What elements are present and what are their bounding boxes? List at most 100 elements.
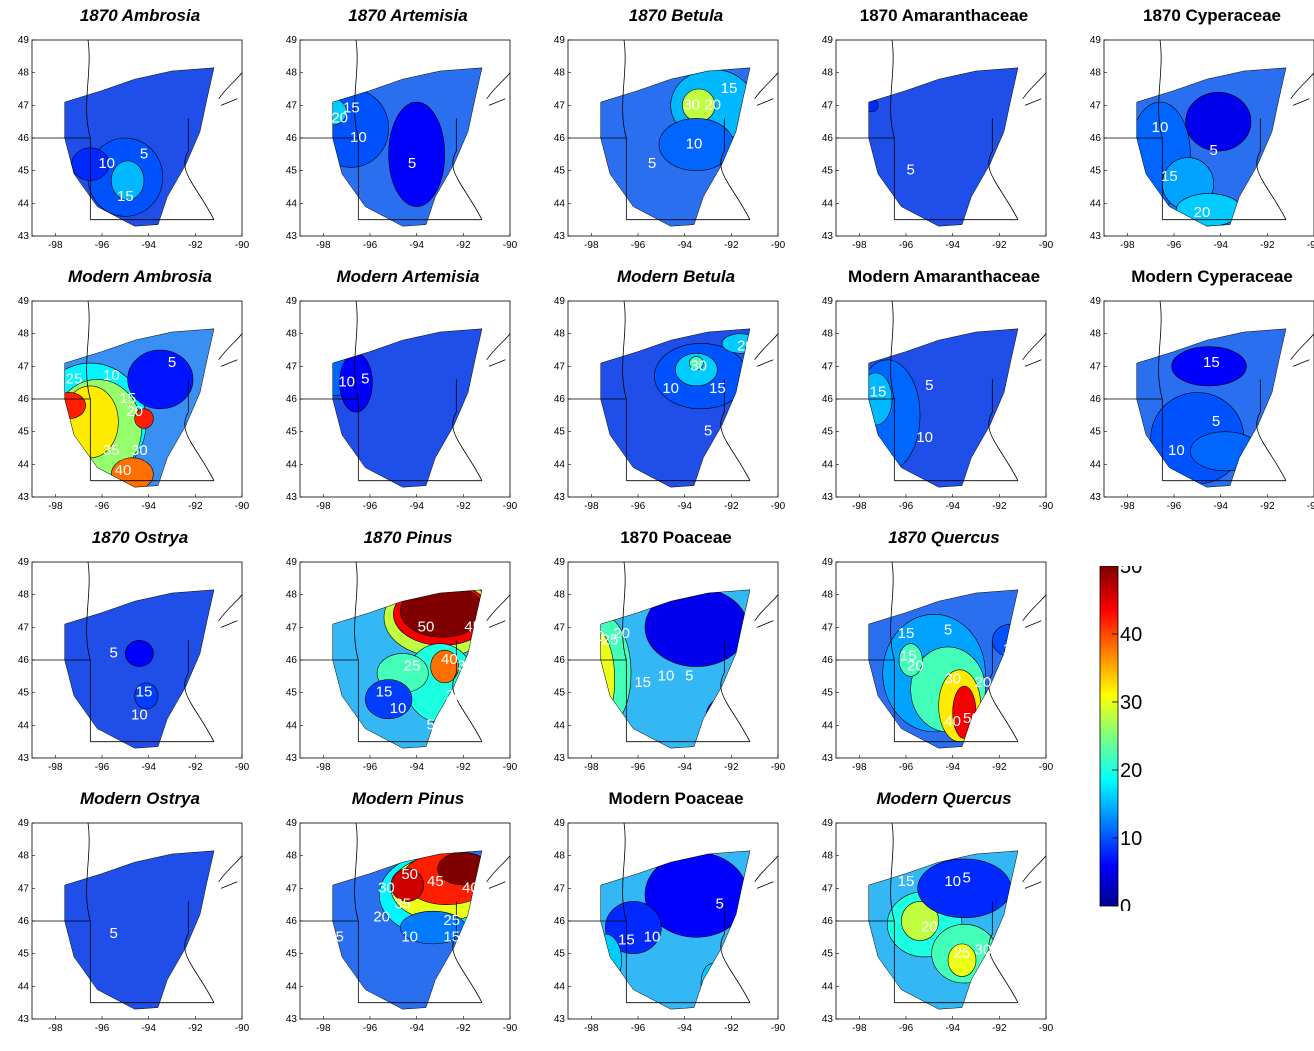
- state-boundaries: [300, 300, 511, 482]
- x-tick-label: -96: [899, 762, 914, 773]
- y-tick-label: 46: [1090, 133, 1102, 144]
- contour-label: 5: [962, 870, 970, 887]
- state-boundaries: [32, 561, 243, 743]
- y-tick-label: 45: [286, 949, 298, 960]
- map-plot: 5 15 10 -98 -96 -94 -92 -90 43 44 45 46 47 48 49: [18, 557, 250, 773]
- boundary-line: [1158, 300, 1163, 481]
- contour-label: 15: [721, 80, 738, 97]
- boundary-line: [184, 379, 215, 481]
- x-tick-label: -94: [409, 1023, 424, 1034]
- boundary-line: [488, 620, 506, 628]
- contour-field: [600, 67, 751, 227]
- state-boundaries: [568, 39, 779, 221]
- y-tick-label: 45: [554, 427, 566, 438]
- y-tick-label: 43: [554, 1014, 566, 1025]
- map-panel: 1870 Amaranthaceae 5 -98 -96 -94 -92 -90 43 44 45…: [814, 6, 1074, 268]
- boundary-line: [184, 901, 215, 1003]
- boundary-line: [486, 333, 511, 361]
- boundary-line: [720, 640, 751, 742]
- map-panel: Modern Artemisia 15 10 5 -98 -96 -94 -92 -90 43 44…: [278, 267, 538, 529]
- boundary-line: [1024, 98, 1042, 106]
- map-panel: Modern Pinus 30 50 45 40 35 20 25 10 15 5 -98 -96 -94…: [278, 789, 538, 1051]
- y-tick-label: 45: [18, 949, 30, 960]
- contour-patch: [390, 868, 424, 902]
- map-plot: 25 10 15 5 20 35 30 40 -98 -96 -94 -92 -90 43 44 45 46 47…: [18, 296, 250, 512]
- y-tick-label: 46: [822, 916, 834, 927]
- contour-label: 15: [898, 625, 915, 642]
- contour-label: 5: [168, 354, 176, 371]
- x-tick-label: -94: [1213, 240, 1228, 251]
- map-panel: Modern Poaceae 5 15 10 25 -98 -96 -94 -92 -90 43 44…: [546, 789, 806, 1051]
- contour-label: 5: [140, 145, 148, 162]
- boundary-line: [890, 822, 895, 1003]
- state-boundaries: [1104, 300, 1314, 482]
- x-tick-label: -98: [48, 240, 63, 251]
- y-tick-label: 49: [554, 296, 566, 307]
- panel-title: 1870 Betula: [628, 6, 724, 25]
- x-tick-label: -94: [945, 501, 960, 512]
- y-tick-label: 48: [1090, 329, 1102, 340]
- domain-outline: [64, 589, 215, 749]
- contour-label: 5: [944, 622, 952, 639]
- x-tick-label: -98: [316, 501, 331, 512]
- contour-label: 40: [944, 713, 961, 730]
- y-tick-label: 44: [1090, 459, 1102, 470]
- y-tick-label: 46: [286, 916, 298, 927]
- contour-label: 15: [443, 928, 460, 945]
- y-tick-label: 45: [822, 949, 834, 960]
- contour-label: 15: [117, 188, 134, 205]
- x-tick-label: -98: [1120, 501, 1135, 512]
- y-tick-label: 46: [554, 394, 566, 405]
- y-tick-label: 45: [286, 427, 298, 438]
- map-plot: 5 -98 -96 -94 -92 -90 43 44 45 46 47 48 49: [18, 818, 250, 1034]
- panel-title: 1870 Ambrosia: [79, 6, 201, 25]
- state-boundaries: [300, 822, 511, 1004]
- map-panel: 1870 Quercus 15 5 10 15 20 30 20 40 50 -98 -96 -94 -9…: [814, 528, 1074, 790]
- y-tick-label: 48: [822, 329, 834, 340]
- x-tick-label: -94: [677, 1023, 692, 1034]
- contour-label: 20: [921, 919, 938, 936]
- x-tick-label: -90: [1307, 240, 1314, 251]
- y-tick-label: 48: [554, 329, 566, 340]
- y-tick-label: 47: [554, 622, 566, 633]
- x-tick-label: -96: [631, 240, 646, 251]
- x-tick-label: -92: [1260, 501, 1275, 512]
- map-plot: 10 5 15 20 -98 -96 -94 -92 -90 43 44 45 46 47 48 49: [1090, 35, 1314, 251]
- contour-patch: [901, 901, 939, 941]
- map-panel: Modern Cyperaceae 15 5 10 -98 -96 -94 -92 -90 43 4…: [1082, 267, 1314, 529]
- state-boundaries: [836, 300, 1047, 482]
- boundary-line: [220, 359, 238, 367]
- y-tick-label: 44: [18, 981, 30, 992]
- y-tick-label: 48: [286, 329, 298, 340]
- state-boundaries: [836, 561, 1047, 743]
- contour-label: 10: [686, 136, 703, 153]
- contour-patch: [605, 901, 662, 954]
- state-boundaries: [836, 822, 1047, 1004]
- y-tick-label: 46: [822, 394, 834, 405]
- boundary-line: [1290, 333, 1314, 361]
- boundary-line: [1024, 881, 1042, 889]
- contour-label: 5: [109, 925, 117, 942]
- y-tick-label: 43: [18, 753, 30, 764]
- y-tick-label: 47: [18, 100, 30, 111]
- boundary-line: [754, 72, 779, 100]
- y-tick-label: 44: [554, 459, 566, 470]
- panel-title: 1870 Artemisia: [348, 6, 468, 25]
- contour-label: 50: [401, 866, 418, 883]
- contour-patch: [689, 356, 704, 370]
- y-tick-label: 45: [1090, 166, 1102, 177]
- contour-label: 10: [131, 707, 148, 724]
- x-tick-label: -94: [409, 501, 424, 512]
- x-tick-label: -92: [456, 762, 471, 773]
- domain-outline: [332, 67, 483, 227]
- contour-label: 25: [595, 693, 612, 710]
- boundary-line: [488, 98, 506, 106]
- map-panel: 1870 Ambrosia 5 10 15 -98 -96 -94 -92 -90 43 44 45 4…: [10, 6, 270, 268]
- x-tick-label: -94: [141, 501, 156, 512]
- contour-patch: [365, 679, 413, 720]
- x-tick-label: -90: [771, 762, 786, 773]
- boundary-line: [890, 561, 895, 742]
- x-tick-label: -96: [899, 501, 914, 512]
- x-tick-label: -92: [992, 1023, 1007, 1034]
- y-tick-label: 44: [822, 459, 834, 470]
